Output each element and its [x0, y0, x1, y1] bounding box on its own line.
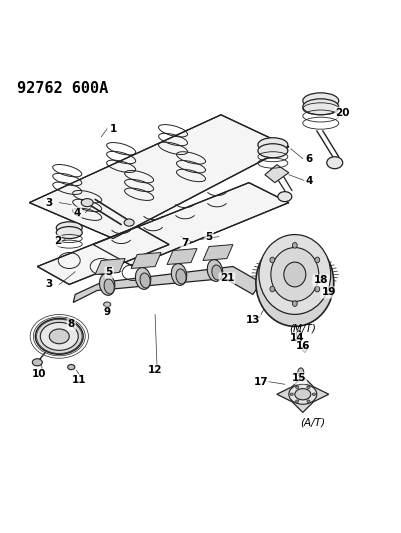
Ellipse shape	[289, 393, 292, 395]
Text: (M/T): (M/T)	[289, 324, 316, 333]
Text: 15: 15	[291, 373, 305, 383]
Text: 3: 3	[46, 279, 53, 289]
Ellipse shape	[269, 286, 274, 292]
Ellipse shape	[314, 286, 319, 292]
Text: 18: 18	[313, 276, 327, 286]
Ellipse shape	[135, 268, 150, 289]
Ellipse shape	[258, 235, 330, 314]
Polygon shape	[95, 259, 125, 274]
Ellipse shape	[171, 264, 186, 285]
Text: 19: 19	[321, 287, 335, 297]
Text: 21: 21	[219, 273, 234, 284]
Text: 4: 4	[73, 208, 81, 217]
Ellipse shape	[176, 269, 186, 284]
Ellipse shape	[211, 265, 221, 280]
Ellipse shape	[49, 329, 69, 344]
Text: 5: 5	[205, 231, 212, 241]
Text: 9: 9	[103, 308, 110, 318]
Text: 10: 10	[32, 369, 47, 379]
Text: (A/T): (A/T)	[300, 417, 324, 427]
Ellipse shape	[56, 227, 82, 239]
Ellipse shape	[81, 199, 93, 207]
Polygon shape	[73, 266, 260, 302]
Ellipse shape	[320, 275, 324, 281]
Ellipse shape	[103, 302, 111, 307]
Ellipse shape	[40, 322, 78, 350]
Ellipse shape	[257, 144, 287, 158]
Polygon shape	[276, 376, 328, 413]
Ellipse shape	[67, 365, 75, 370]
Polygon shape	[203, 245, 232, 261]
Polygon shape	[37, 227, 169, 285]
Text: 5: 5	[105, 268, 113, 278]
Text: 11: 11	[72, 375, 86, 385]
Ellipse shape	[330, 287, 334, 294]
Ellipse shape	[295, 386, 298, 389]
Ellipse shape	[306, 386, 309, 389]
Ellipse shape	[277, 192, 291, 201]
Ellipse shape	[288, 384, 316, 404]
Ellipse shape	[104, 279, 114, 294]
Ellipse shape	[292, 301, 296, 306]
Text: 14: 14	[289, 333, 304, 343]
Text: 7: 7	[181, 238, 188, 247]
Polygon shape	[93, 183, 288, 266]
Text: 2: 2	[53, 236, 61, 246]
Ellipse shape	[314, 257, 319, 263]
Ellipse shape	[270, 247, 318, 302]
Text: 12: 12	[148, 365, 162, 375]
Polygon shape	[131, 253, 161, 269]
Ellipse shape	[32, 359, 42, 366]
Ellipse shape	[56, 222, 82, 234]
Ellipse shape	[124, 219, 134, 226]
Ellipse shape	[99, 273, 115, 295]
Ellipse shape	[283, 262, 305, 287]
Ellipse shape	[326, 157, 342, 168]
Text: 1: 1	[109, 124, 117, 134]
Text: 20: 20	[335, 108, 349, 118]
Text: 17: 17	[253, 377, 267, 387]
Ellipse shape	[257, 138, 287, 152]
Text: 13: 13	[245, 316, 259, 325]
Text: 16: 16	[295, 341, 309, 351]
Ellipse shape	[269, 257, 274, 263]
Ellipse shape	[297, 368, 303, 377]
Ellipse shape	[312, 393, 315, 395]
Ellipse shape	[302, 345, 306, 352]
Ellipse shape	[292, 243, 296, 248]
Text: 4: 4	[304, 176, 312, 185]
Ellipse shape	[255, 239, 333, 326]
Ellipse shape	[296, 331, 300, 338]
Ellipse shape	[207, 260, 222, 281]
Polygon shape	[264, 165, 288, 183]
Polygon shape	[29, 115, 288, 239]
Ellipse shape	[35, 318, 83, 354]
Ellipse shape	[140, 273, 150, 288]
Text: 6: 6	[304, 154, 312, 164]
Text: 92762 600A: 92762 600A	[17, 81, 108, 96]
Text: 3: 3	[46, 198, 53, 208]
Text: 8: 8	[67, 319, 75, 329]
Ellipse shape	[306, 400, 309, 402]
Ellipse shape	[302, 93, 338, 109]
Ellipse shape	[295, 400, 298, 402]
Ellipse shape	[294, 389, 310, 400]
Ellipse shape	[302, 99, 338, 115]
Polygon shape	[167, 248, 196, 264]
